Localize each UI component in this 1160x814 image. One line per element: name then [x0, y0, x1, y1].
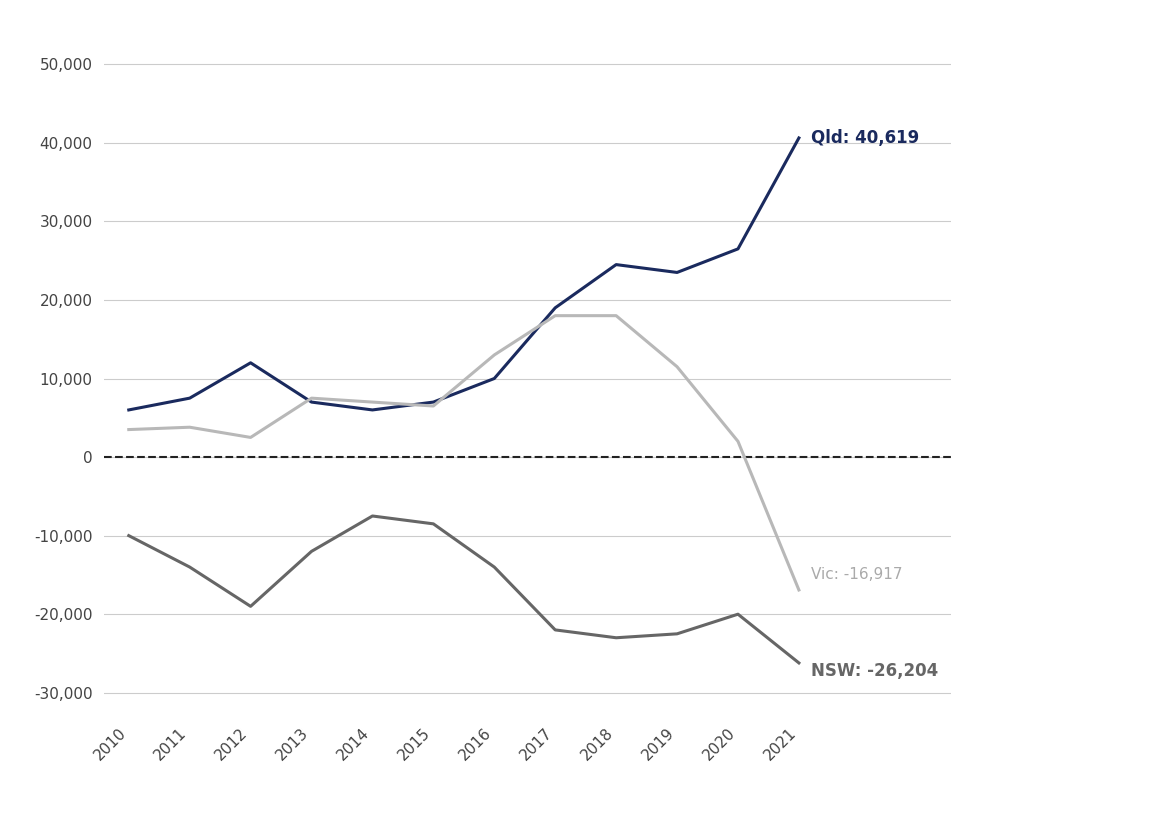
Text: NSW: -26,204: NSW: -26,204	[811, 662, 938, 680]
Text: Qld: 40,619: Qld: 40,619	[811, 129, 920, 147]
Text: Vic: -16,917: Vic: -16,917	[811, 567, 902, 582]
